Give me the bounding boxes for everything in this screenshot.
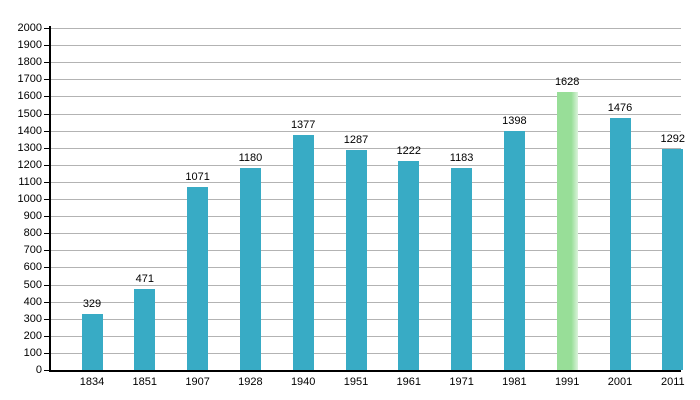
bar-1971 (451, 167, 473, 370)
y-tick-label: 1900 (17, 39, 42, 51)
gridline (50, 96, 681, 97)
y-axis-line (49, 26, 51, 371)
y-tick-mark (44, 233, 51, 234)
bar-2011 (662, 149, 684, 370)
y-tick-mark (44, 45, 51, 46)
y-tick-mark (44, 165, 51, 166)
y-tick-mark (44, 148, 51, 149)
gridline (50, 114, 681, 115)
bar-1951 (345, 149, 367, 370)
x-tick-label: 1851 (132, 376, 158, 388)
y-tick-mark (44, 182, 51, 183)
y-tick-label: 600 (23, 261, 42, 273)
bar-1907 (187, 186, 209, 370)
y-tick-mark (44, 114, 51, 115)
x-tick-label: 1951 (343, 376, 369, 388)
bar-2001 (609, 117, 631, 370)
x-tick-label: 2001 (607, 376, 633, 388)
gridline (50, 79, 681, 80)
y-tick-label: 100 (23, 347, 42, 359)
bar-value-label: 1292 (660, 133, 686, 146)
x-tick-label: 1971 (449, 376, 474, 388)
x-tick-label: 1991 (554, 376, 580, 388)
y-tick-label: 2000 (17, 22, 42, 34)
y-tick-label: 1600 (17, 90, 42, 102)
y-tick-mark (44, 199, 51, 200)
bar-value-label: 1183 (449, 151, 474, 164)
bar-1851 (134, 289, 156, 370)
y-tick-mark (44, 62, 51, 63)
bar-value-label: 1628 (554, 75, 580, 88)
y-tick-label: 1400 (17, 125, 42, 137)
x-axis-line (49, 370, 681, 372)
y-tick-mark (44, 302, 51, 303)
bar-value-label: 329 (82, 297, 102, 310)
bar-value-label: 1476 (607, 101, 633, 114)
y-tick-mark (44, 96, 51, 97)
y-tick-label: 900 (23, 210, 42, 222)
y-tick-label: 1700 (17, 73, 42, 85)
y-tick-mark (44, 79, 51, 80)
bar-1834 (81, 313, 103, 370)
y-tick-label: 1200 (17, 159, 42, 171)
gridline (50, 148, 681, 149)
y-tick-label: 500 (23, 279, 42, 291)
y-tick-mark (44, 370, 51, 371)
x-tick-label: 1961 (396, 376, 422, 388)
y-tick-label: 300 (23, 313, 42, 325)
y-tick-label: 1300 (17, 142, 42, 154)
y-tick-label: 200 (23, 330, 42, 342)
x-tick-label: 1928 (238, 376, 263, 388)
y-tick-label: 0 (35, 364, 42, 376)
gridline (50, 131, 681, 132)
bar-value-label: 471 (135, 273, 154, 286)
y-tick-mark (44, 353, 51, 354)
y-tick-mark (44, 336, 51, 337)
y-tick-mark (44, 285, 51, 286)
x-tick-label: 2011 (660, 376, 685, 388)
y-tick-label: 1800 (17, 56, 42, 68)
bar-1928 (239, 168, 261, 370)
y-tick-mark (44, 267, 51, 268)
bar-value-label: 1287 (343, 133, 369, 146)
y-tick-mark (44, 131, 51, 132)
bar-1991-highlighted (556, 91, 578, 370)
x-tick-label: 1907 (185, 376, 210, 388)
bar-1981 (503, 130, 525, 370)
x-tick-label: 1981 (502, 376, 527, 388)
x-tick-label: 1940 (290, 376, 316, 388)
bar-value-label: 1377 (290, 118, 316, 131)
bar-1961 (398, 161, 420, 370)
bar-value-label: 1180 (238, 152, 263, 165)
gridline (50, 28, 681, 29)
bar-value-label: 1398 (502, 114, 527, 127)
y-tick-label: 800 (23, 227, 42, 239)
y-tick-mark (44, 28, 51, 29)
y-tick-label: 400 (23, 296, 42, 308)
y-tick-label: 700 (23, 244, 42, 256)
gridline (50, 45, 681, 46)
y-tick-label: 1000 (17, 193, 42, 205)
y-tick-mark (44, 250, 51, 251)
bar-1940 (292, 134, 314, 370)
x-tick-label: 1834 (79, 376, 105, 388)
y-tick-mark (44, 216, 51, 217)
bar-value-label: 1071 (185, 170, 210, 183)
gridline (50, 62, 681, 63)
y-tick-label: 1500 (17, 108, 42, 120)
y-tick-mark (44, 319, 51, 320)
y-tick-label: 1100 (18, 176, 42, 188)
bar-value-label: 1222 (396, 145, 422, 158)
